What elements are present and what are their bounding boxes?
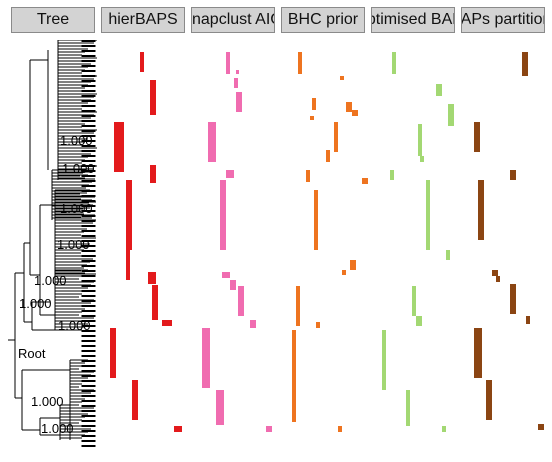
cluster-segment bbox=[510, 170, 516, 180]
cluster-segment bbox=[522, 52, 528, 76]
cluster-segment bbox=[250, 320, 256, 328]
cluster-segment bbox=[202, 328, 210, 388]
cluster-segment bbox=[412, 286, 416, 316]
cluster-segment bbox=[298, 52, 302, 74]
cluster-segment bbox=[216, 390, 224, 425]
cluster-segment bbox=[334, 122, 338, 152]
support-label: 1.000 bbox=[58, 318, 91, 333]
cluster-segment bbox=[236, 70, 239, 74]
cluster-segment bbox=[292, 390, 296, 422]
cluster-segment bbox=[316, 322, 320, 328]
cluster-segment bbox=[110, 328, 116, 378]
support-label: 1.000 bbox=[60, 201, 93, 216]
header-hierbaps-label: hierBAPS bbox=[108, 11, 178, 28]
support-label: 1.000 bbox=[31, 394, 64, 409]
cluster-segment bbox=[296, 286, 300, 326]
cluster-segment bbox=[266, 426, 272, 432]
cluster-segment bbox=[448, 104, 454, 126]
cluster-tracks bbox=[100, 40, 552, 450]
header-snapclust-label: snapclust AIC bbox=[192, 11, 274, 28]
cluster-segment bbox=[312, 98, 316, 110]
cluster-segment bbox=[538, 424, 544, 430]
cluster-segment bbox=[140, 52, 144, 72]
cluster-segment bbox=[314, 190, 318, 250]
cluster-segment bbox=[350, 260, 356, 270]
cluster-segment bbox=[126, 250, 130, 280]
cluster-segment bbox=[238, 286, 244, 316]
cluster-segment bbox=[150, 165, 156, 183]
cluster-segment bbox=[230, 280, 236, 290]
cluster-segment bbox=[152, 285, 158, 320]
cluster-segment bbox=[338, 426, 342, 432]
cluster-track-bars bbox=[110, 52, 544, 432]
cluster-segment bbox=[478, 180, 484, 240]
header-baps-partition[interactable]: BAPs partition bbox=[461, 7, 545, 33]
header-bhc-prior-label: BHC prior bbox=[287, 11, 359, 28]
support-label: 1.000 bbox=[41, 421, 74, 436]
cluster-segment bbox=[126, 180, 132, 250]
support-label: 1.000 bbox=[34, 273, 67, 288]
cluster-segment bbox=[416, 316, 422, 326]
header-optimised-baps-label: optimised BAPs bbox=[372, 11, 454, 28]
cluster-segment bbox=[150, 80, 156, 115]
cluster-segment bbox=[382, 330, 386, 390]
cluster-segment bbox=[162, 320, 172, 326]
header-bhc-prior[interactable]: BHC prior bbox=[281, 7, 365, 33]
phylogenetic-tree: 1.000 1.000 1.000 1.000 1.000 1.000 1.00… bbox=[0, 40, 100, 450]
cluster-segment bbox=[390, 170, 394, 180]
cluster-segment bbox=[326, 150, 330, 162]
cluster-segment bbox=[492, 270, 498, 276]
cluster-segment bbox=[392, 52, 396, 74]
cluster-segment bbox=[222, 272, 230, 278]
cluster-segment bbox=[346, 102, 352, 112]
cluster-segment bbox=[474, 122, 480, 152]
cluster-segment bbox=[446, 250, 450, 260]
cluster-segment bbox=[474, 328, 482, 378]
cluster-segment bbox=[418, 124, 422, 156]
cluster-segment bbox=[114, 122, 124, 172]
cluster-segment bbox=[226, 170, 234, 178]
header-baps-partition-label: BAPs partition bbox=[461, 11, 544, 28]
cluster-segment bbox=[220, 180, 226, 250]
header-tree-label: Tree bbox=[36, 11, 70, 28]
root-label: Root bbox=[18, 346, 46, 361]
cluster-segment bbox=[226, 52, 230, 74]
tree-branches bbox=[8, 40, 97, 450]
cluster-segment bbox=[486, 380, 492, 420]
header-tree[interactable]: Tree bbox=[11, 7, 95, 33]
cluster-segment bbox=[352, 110, 358, 116]
cluster-segment bbox=[292, 330, 296, 390]
cluster-segment bbox=[208, 122, 216, 162]
cluster-segment bbox=[148, 272, 156, 284]
cluster-segment bbox=[306, 170, 310, 182]
cluster-segment bbox=[234, 78, 238, 88]
cluster-segment bbox=[310, 116, 314, 120]
support-label: 1.000 bbox=[60, 133, 93, 148]
cluster-segment bbox=[496, 276, 500, 282]
support-label: 1.000 bbox=[57, 237, 90, 252]
cluster-segment bbox=[236, 92, 242, 112]
cluster-segment bbox=[340, 76, 344, 80]
header-hierbaps[interactable]: hierBAPS bbox=[101, 7, 185, 33]
cluster-segment bbox=[442, 426, 446, 432]
cluster-segment bbox=[342, 270, 346, 275]
cluster-segment bbox=[420, 156, 424, 162]
cluster-segment bbox=[362, 178, 368, 184]
support-label: 1.000 bbox=[62, 161, 95, 176]
cluster-segment bbox=[526, 316, 530, 324]
cluster-segment bbox=[406, 390, 410, 426]
header-snapclust[interactable]: snapclust AIC bbox=[191, 7, 275, 33]
cluster-segment bbox=[132, 380, 138, 420]
cluster-segment bbox=[436, 84, 442, 96]
cluster-segment bbox=[510, 284, 516, 314]
cluster-segment bbox=[174, 426, 182, 432]
support-label: 1.000 bbox=[19, 296, 52, 311]
header-optimised-baps[interactable]: optimised BAPs bbox=[371, 7, 455, 33]
cluster-segment bbox=[426, 180, 430, 250]
